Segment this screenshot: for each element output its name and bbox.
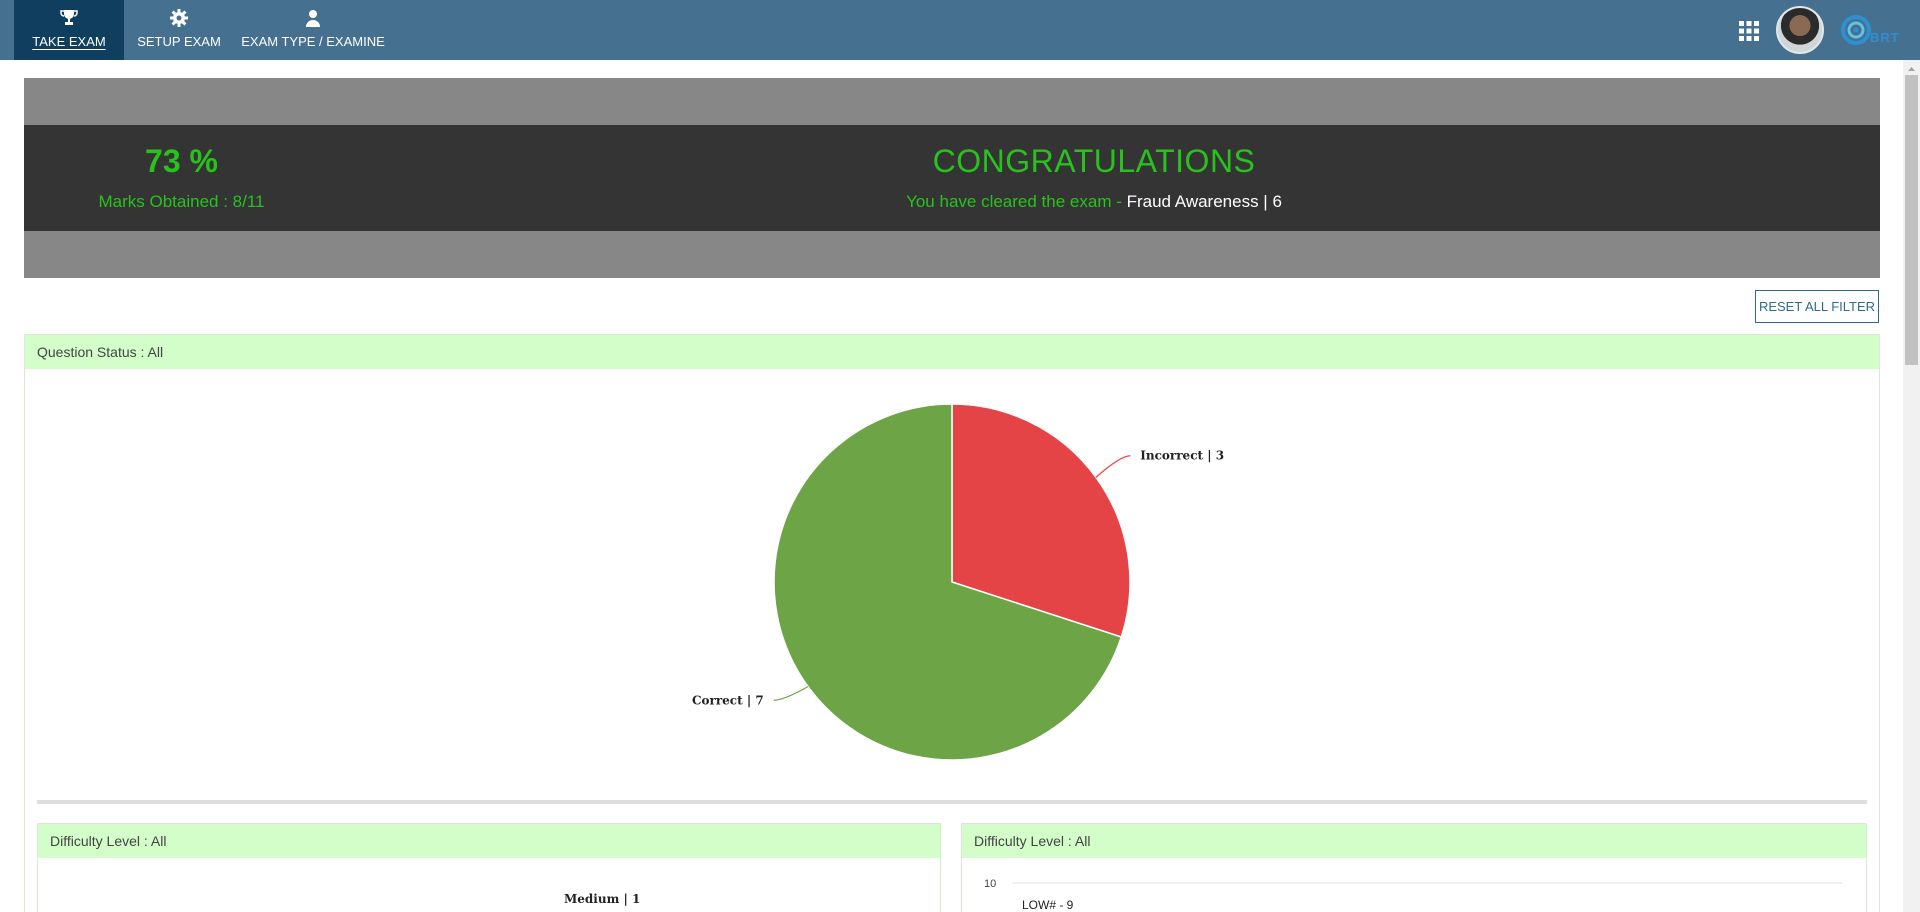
nav-take-exam[interactable]: TAKE EXAM [14, 0, 124, 60]
cleared-prefix: You have cleared the exam - [906, 192, 1127, 211]
pie-label-incorrect: Incorrect | 3 [1140, 449, 1224, 463]
top-nav-bar: TAKE EXAM SETUP EXAM EXAM TYPE / EXAMINE [0, 0, 1920, 60]
question-status-panel: Question Status : All Incorrect | 3 Corre… [24, 334, 1880, 912]
pie-slice-incorrect[interactable] [951, 403, 1131, 638]
brt-logo-icon [1841, 15, 1871, 45]
trophy-icon [60, 10, 78, 25]
difficulty-label-medium: Medium | 1 [564, 892, 640, 906]
gear-icon [170, 9, 188, 27]
marks-obtained: Marks Obtained : 8/11 [98, 192, 265, 211]
nav-setup-exam[interactable]: SETUP EXAM [130, 0, 228, 60]
nav-exam-type[interactable]: EXAM TYPE / EXAMINE [240, 0, 386, 60]
exam-name: Fraud Awareness | 6 [1126, 192, 1282, 211]
difficulty-pie-chart: Medium | 1 [564, 892, 640, 906]
user-icon [306, 10, 320, 27]
reset-all-filter-button[interactable]: RESET ALL FILTER [1755, 290, 1879, 323]
apps-grid-icon[interactable] [1738, 20, 1760, 42]
page-scrollbar[interactable] [1903, 60, 1920, 912]
nav-setup-exam-label: SETUP EXAM [137, 34, 221, 49]
section-divider [37, 800, 1867, 804]
question-status-header: Question Status : All [25, 335, 1879, 369]
pie-label-connector-incorrect [1095, 455, 1131, 478]
nav-take-exam-label: TAKE EXAM [32, 34, 106, 49]
brt-logo-text: BRT [1870, 30, 1900, 45]
congratulations-heading: CONGRATULATIONS [932, 143, 1256, 179]
pie-label-connector-correct [773, 686, 809, 701]
question-status-pie-chart: Incorrect | 3 Correct | 7 [692, 403, 1224, 761]
nav-exam-type-label: EXAM TYPE / EXAMINE [241, 34, 385, 49]
difficulty-level-pie-panel: Difficulty Level : All Medium | 1 [37, 823, 941, 912]
scroll-up-arrow-icon[interactable] [1903, 64, 1920, 74]
difficulty-level-bar-panel: Difficulty Level : All 10 LOW# - 9 [961, 823, 1867, 912]
cleared-message: You have cleared the exam - Fraud Awaren… [724, 192, 1464, 212]
scrollbar-thumb[interactable] [1905, 75, 1918, 365]
banner-bottom-band [24, 231, 1880, 278]
pie-slice-correct[interactable] [773, 403, 1123, 761]
user-avatar[interactable] [1776, 6, 1824, 54]
banner-top-band [24, 78, 1880, 125]
difficulty-bar-chart: 10 LOW# - 9 [984, 878, 1842, 912]
bar-data-label-low: LOW# - 9 [1022, 898, 1074, 912]
score-percent: 73 % [145, 143, 218, 179]
bar-ytick-top: 10 [984, 878, 996, 890]
pie-label-correct: Correct | 7 [692, 693, 764, 707]
difficulty-level-left-header: Difficulty Level : All [38, 824, 940, 858]
result-banner: 73 % Marks Obtained : 8/11 CONGRATULATIO… [24, 125, 1880, 231]
difficulty-level-right-header: Difficulty Level : All [962, 824, 1866, 858]
